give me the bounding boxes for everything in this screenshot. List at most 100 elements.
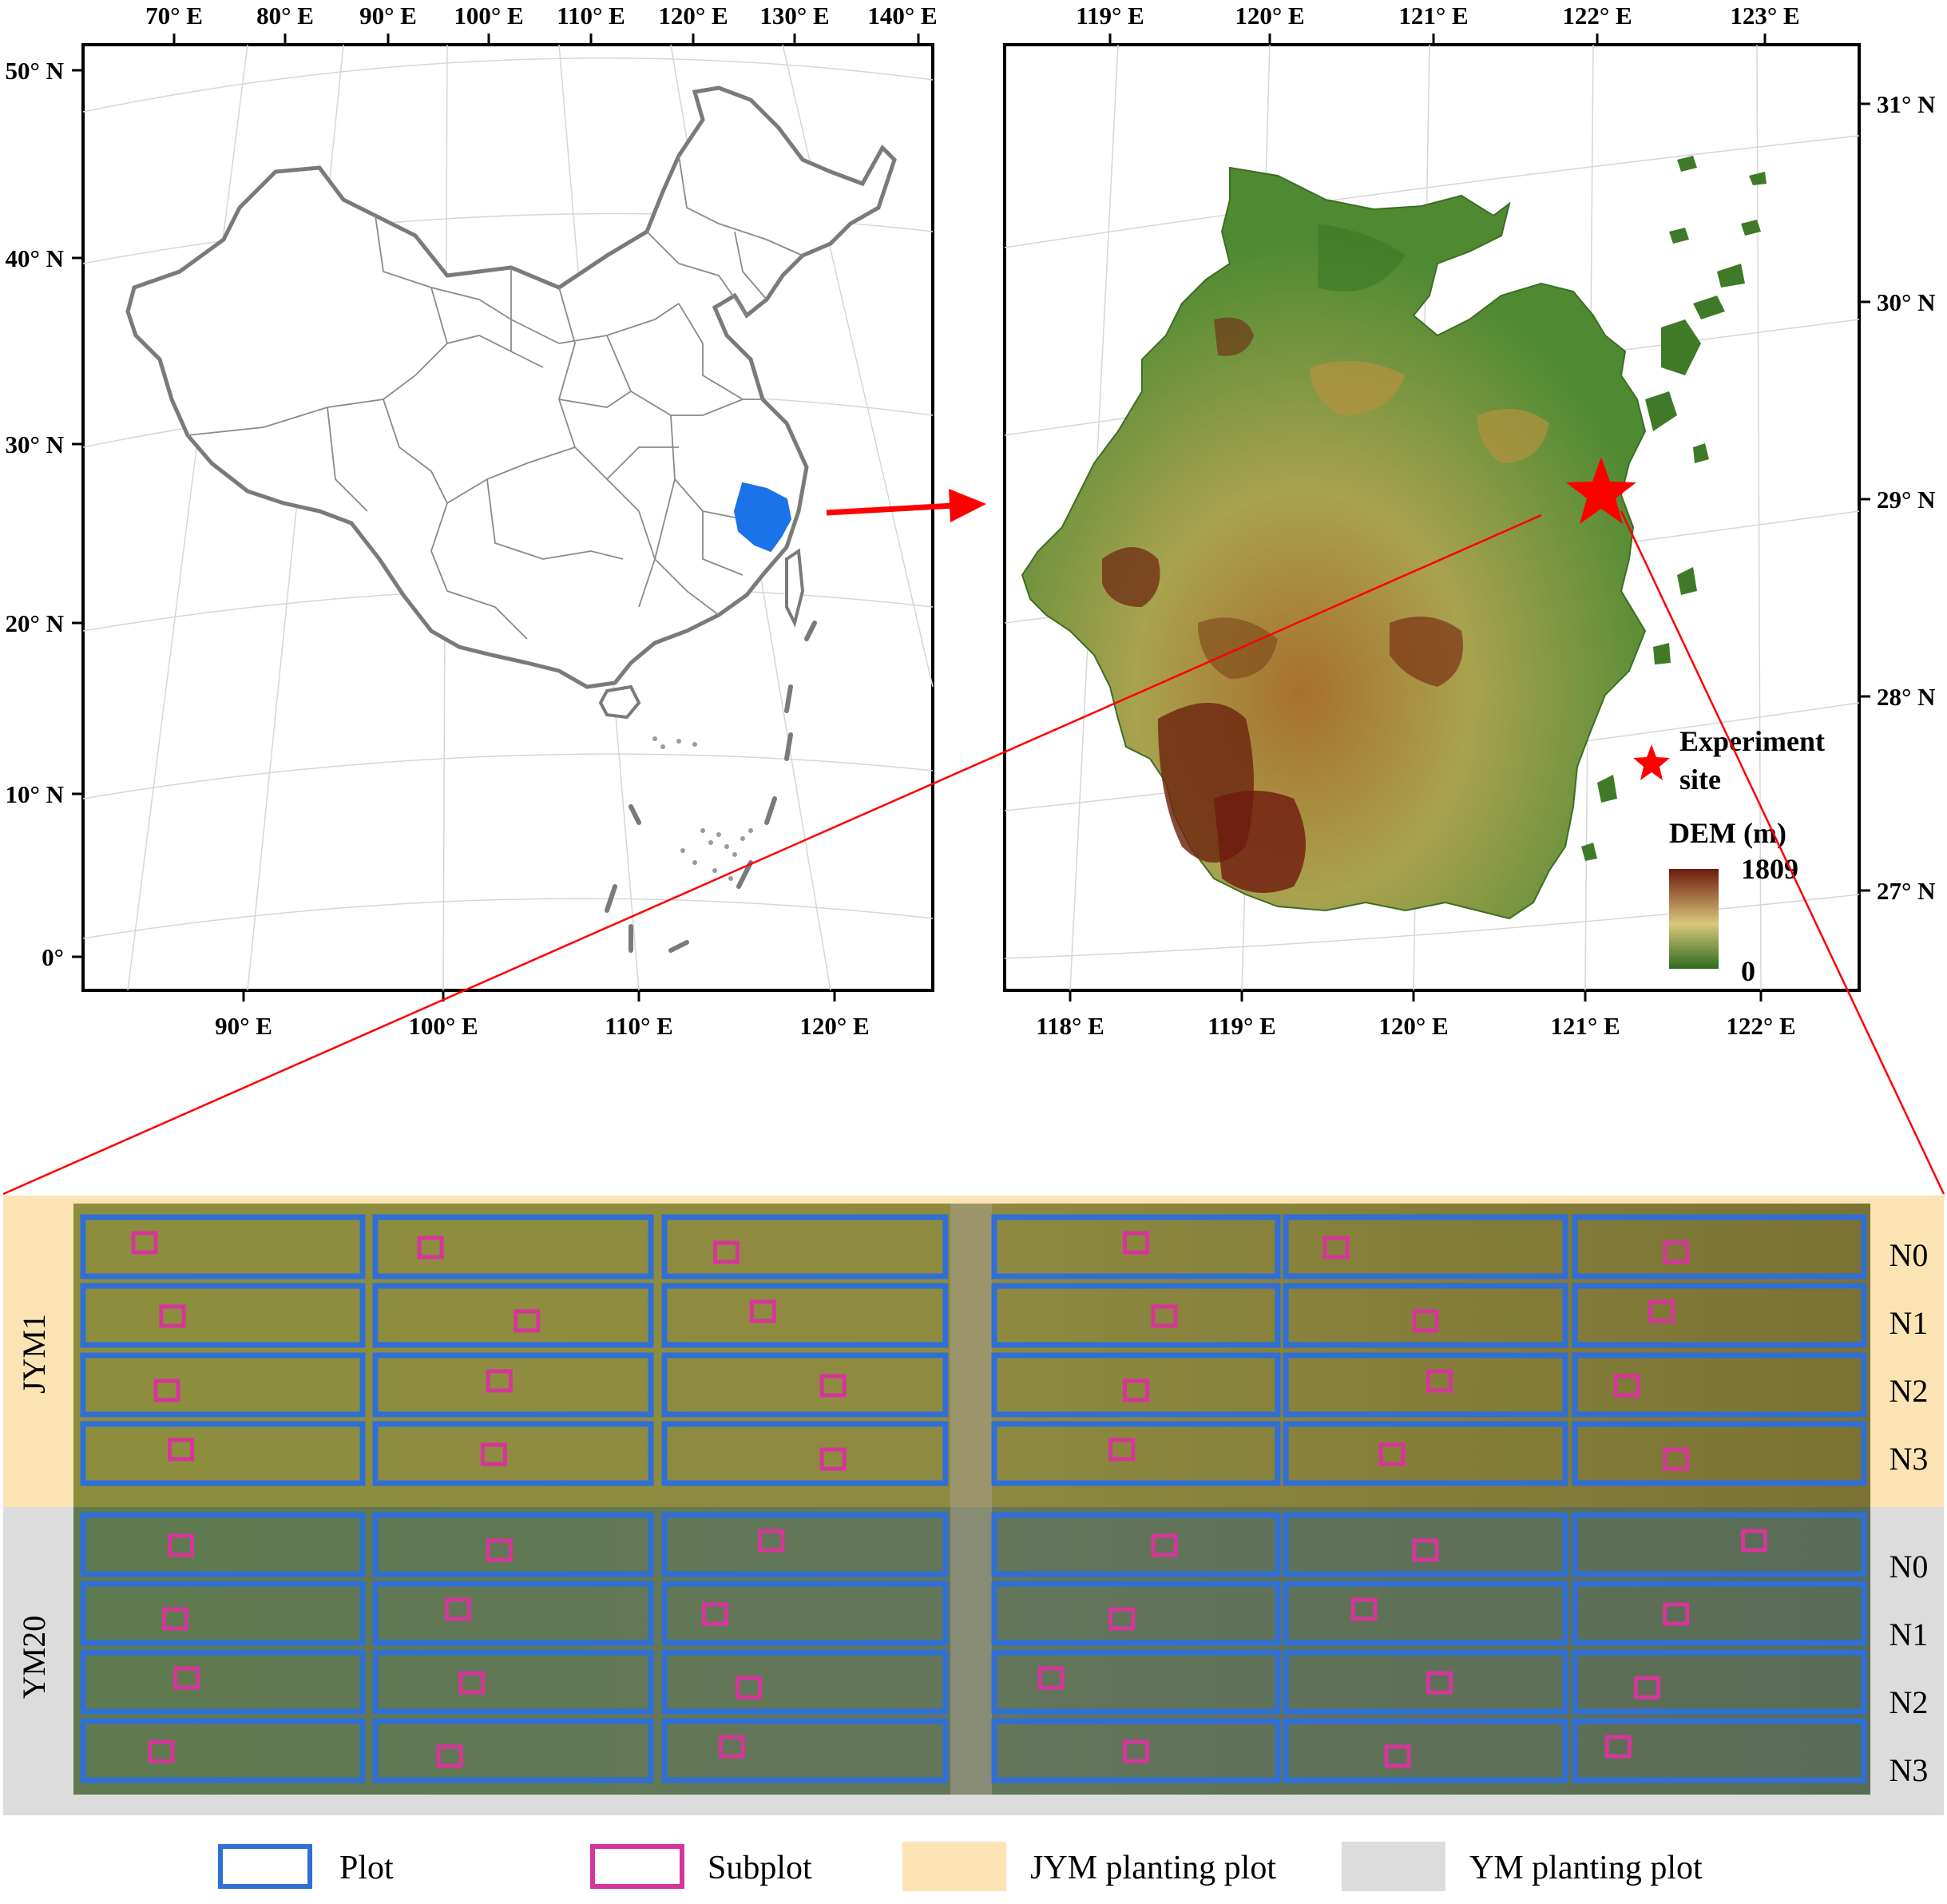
spratly-dots [652,736,753,881]
plot-outline [1283,1352,1568,1418]
row-label: N1 [1890,1305,1929,1341]
zhejiang-top-tick-label: 121° E [1398,2,1468,30]
plot-outline [1283,1649,1568,1715]
plot-outline [1572,1283,1867,1348]
plot-outline [991,1283,1281,1348]
zhejiang-bottom-tick-label: 121° E [1550,1012,1620,1040]
legend-ym-label: YM planting plot [1469,1850,1703,1886]
plot-outline [1283,1283,1568,1348]
zhejiang-bottom-tick-label: 118° E [1036,1012,1104,1040]
legend-jym-label: JYM planting plot [1030,1850,1276,1886]
zhejiang-top-ticks [1108,34,1767,45]
dem-legend-title: DEM (m) [1669,817,1786,849]
plot-outline [1572,1581,1867,1646]
zhejiang-right-tick-label: 30° N [1877,288,1936,316]
subplot-outline [1384,1744,1411,1768]
subplot-outline [458,1671,486,1695]
hainan-island [598,684,641,720]
legend-subplot-swatch [590,1844,684,1889]
subplot-outline [1037,1666,1065,1690]
subplot-outline [131,1231,158,1255]
china-left-tick-label: 10° N [5,780,64,808]
legend-ym-swatch [1342,1842,1445,1891]
zhejiang-right-ticks [1859,102,1870,892]
subplot-outline [1663,1447,1690,1471]
china-left-tick-label: 40° N [5,244,64,272]
china-top-tick-label: 100° E [454,2,523,30]
field-panel: JYM1 YM20 N0 N1 N2 N3 N0 N1 N2 N3 [3,1196,1944,1815]
south-china-sea-dashes [605,621,817,953]
china-left-tick-label: 30° N [5,430,64,458]
plot-outline [661,1649,949,1715]
row-label: N0 [1890,1237,1929,1273]
china-top-tick-label: 90° E [359,2,417,30]
china-top-tick-label: 80° E [256,2,314,30]
experiment-site-star [1566,457,1636,524]
subplot-outline [480,1442,507,1466]
subplot-outline [436,1744,463,1768]
plot-outline [1283,1214,1568,1279]
china-top-tick-label: 130° E [759,2,829,30]
subplot-outline [159,1304,186,1328]
zoom-arrow [826,489,986,522]
subplot-outline [1604,1735,1632,1759]
plot-outline [991,1421,1281,1486]
legend-plot-label: Plot [339,1850,394,1886]
subplot-outline [1123,1378,1149,1402]
plot-outline [661,1512,949,1577]
subplot-outline [514,1309,541,1333]
plot-outline [372,1581,654,1646]
china-top-tick-label: 140° E [867,2,937,30]
china-left-tick-label: 20° N [5,609,64,637]
subplot-outline [445,1597,471,1621]
row-label: N3 [1890,1441,1929,1477]
plot-outline [80,1214,366,1279]
plot-outline [991,1352,1281,1418]
zhejiang-top-tick-label: 123° E [1730,2,1799,30]
legend-jym-swatch [902,1842,1006,1891]
subplot-outline [1412,1538,1439,1562]
subplot-outline [1322,1236,1350,1259]
subplot-outline [1350,1597,1378,1621]
subplot-outline [162,1607,188,1631]
plot-outline [80,1512,366,1577]
plot-outline [1283,1718,1568,1783]
plot-outline [991,1649,1281,1715]
field-zoom-lines [2,510,1945,1196]
row-label: N2 [1890,1373,1929,1409]
subplot-outline [1151,1533,1178,1557]
subplot-outline [1663,1240,1690,1264]
zhejiang-right-tick-label: 28° N [1877,683,1936,711]
row-label: N1 [1890,1616,1929,1652]
field-path [950,1204,992,1795]
zhejiang-right-tick-label: 29° N [1877,486,1936,514]
subplot-outline [148,1739,175,1763]
plot-outline [1572,1512,1867,1577]
plot-outline [80,1649,366,1715]
zhejiang-top-tick-label: 119° E [1076,2,1144,30]
plot-outline [991,1581,1281,1646]
plot-outline [80,1421,366,1486]
plot-outline [372,1352,654,1418]
row-label: N2 [1890,1684,1929,1720]
plot-outline [991,1718,1281,1783]
subplot-outline [173,1666,200,1690]
plot-outline [991,1512,1281,1577]
subplot-outline [1108,1607,1136,1631]
site-legend-star [1633,744,1670,780]
china-left-tick-label: 0° [42,943,64,971]
subplot-outline [486,1538,513,1562]
legend-plot-swatch [218,1844,312,1889]
plot-outline [1572,1352,1867,1418]
china-bottom-ticks [242,990,836,1002]
plot-outline [661,1718,949,1783]
zhejiang-islands [1581,156,1767,861]
plot-outline [80,1352,366,1418]
subplot-outline [1663,1602,1690,1626]
china-top-tick-label: 120° E [658,2,728,30]
zhejiang-top-tick-label: 120° E [1235,2,1304,30]
group-label-jym1: JYM1 [16,1314,52,1394]
zhejiang-bottom-tick-label: 119° E [1207,1012,1276,1040]
subplot-outline [1108,1438,1136,1462]
